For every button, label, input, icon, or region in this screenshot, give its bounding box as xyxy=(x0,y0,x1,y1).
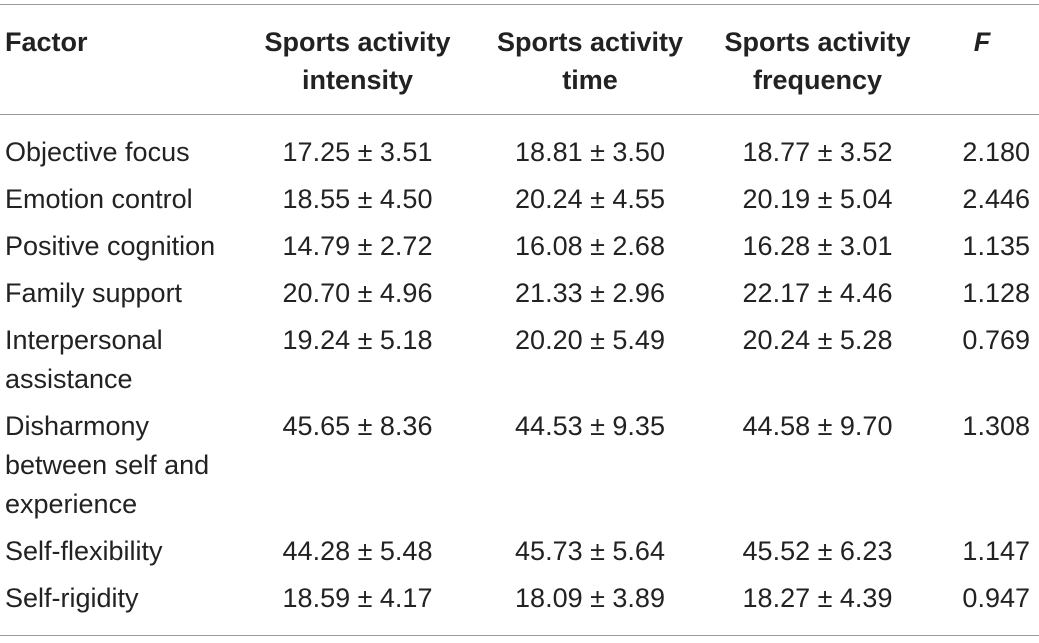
cell-frequency: 22.17 ± 4.46 xyxy=(742,278,893,308)
cell-intensity: 44.28 ± 5.48 xyxy=(282,536,433,566)
cell-time: 16.08 ± 2.68 xyxy=(515,231,665,261)
cell-factor: Disharmony between self and experience xyxy=(0,399,245,524)
cell-factor: Interpersonal assistance xyxy=(0,313,245,399)
cell-factor-line: Self-rigidity xyxy=(5,583,139,613)
cell-frequency: 45.52 ± 6.23 xyxy=(742,536,893,566)
table-row: Self-flexibility 44.28 ± 5.48 45.73 ± 5.64… xyxy=(0,524,1039,571)
header-frequency-line1: Sports activity xyxy=(724,27,911,57)
table-row: Family support 20.70 ± 4.96 21.33 ± 2.96 22… xyxy=(0,266,1039,313)
header-frequency-line2: frequency xyxy=(752,65,883,95)
cell-frequency: 20.19 ± 5.04 xyxy=(742,184,893,214)
cell-factor-line: Objective focus xyxy=(5,137,190,167)
data-table: Factor Sports activity intensity Sports … xyxy=(0,5,1039,618)
cell-intensity: 20.70 ± 4.96 xyxy=(282,278,433,308)
header-intensity-line2: intensity xyxy=(301,65,414,95)
cell-time: 20.24 ± 4.55 xyxy=(515,184,665,214)
cell-frequency: 16.28 ± 3.01 xyxy=(742,231,893,261)
cell-intensity: 17.25 ± 3.51 xyxy=(282,137,433,167)
cell-factor-line: Positive cognition xyxy=(5,231,216,261)
cell-factor-line: Family support xyxy=(5,278,183,308)
header-factor: Factor xyxy=(0,5,245,115)
cell-time: 45.73 ± 5.64 xyxy=(515,536,665,566)
header-f: F xyxy=(925,5,1039,115)
cell-factor: Family support xyxy=(0,266,245,313)
table-body: Objective focus 17.25 ± 3.51 18.81 ± 3.50 1… xyxy=(0,115,1039,618)
cell-time: 21.33 ± 2.96 xyxy=(515,278,665,308)
cell-intensity: 19.24 ± 5.18 xyxy=(282,325,433,355)
cell-time: 18.09 ± 3.89 xyxy=(515,583,665,613)
table-row: Emotion control 18.55 ± 4.50 20.24 ± 4.55 2… xyxy=(0,172,1039,219)
cell-f: 1.135 xyxy=(962,231,1030,261)
top-rule xyxy=(0,4,1039,5)
cell-f: 1.308 xyxy=(962,411,1030,441)
cell-factor: Objective focus xyxy=(0,115,245,172)
cell-factor-line: Disharmony xyxy=(5,411,150,441)
cell-factor: Positive cognition xyxy=(0,219,245,266)
header-rule xyxy=(0,114,1039,115)
cell-factor-line: experience xyxy=(5,489,138,519)
cell-f: 1.128 xyxy=(962,278,1030,308)
header-row: Factor Sports activity intensity Sports … xyxy=(0,5,1039,115)
cell-factor-line: Self-flexibility xyxy=(5,536,163,566)
cell-f: 2.446 xyxy=(962,184,1030,214)
cell-frequency: 18.27 ± 4.39 xyxy=(742,583,893,613)
header-intensity-line1: Sports activity xyxy=(264,27,451,57)
cell-frequency: 44.58 ± 9.70 xyxy=(742,411,893,441)
cell-intensity: 18.55 ± 4.50 xyxy=(282,184,433,214)
cell-frequency: 18.77 ± 3.52 xyxy=(742,137,893,167)
header-time-line1: Sports activity xyxy=(496,27,684,57)
header-frequency: Sports activity frequency xyxy=(710,5,925,115)
table-row: Interpersonal assistance 19.24 ± 5.18 20.20… xyxy=(0,313,1039,399)
cell-time: 18.81 ± 3.50 xyxy=(515,137,665,167)
table-row: Disharmony between self and experience 45.6… xyxy=(0,399,1039,524)
cell-factor-line: Interpersonal xyxy=(5,325,163,355)
table-row: Self-rigidity 18.59 ± 4.17 18.09 ± 3.89 18.… xyxy=(0,571,1039,618)
header-intensity: Sports activity intensity xyxy=(245,5,470,115)
cell-factor: Self-rigidity xyxy=(0,571,245,618)
header-f-text: F xyxy=(973,27,991,57)
table-row: Objective focus 17.25 ± 3.51 18.81 ± 3.50 1… xyxy=(0,115,1039,172)
cell-intensity: 14.79 ± 2.72 xyxy=(282,231,433,261)
cell-factor-line: between self and xyxy=(5,450,210,480)
header-factor-text: Factor xyxy=(5,27,88,57)
cell-f: 0.947 xyxy=(962,583,1030,613)
cell-time: 44.53 ± 9.35 xyxy=(515,411,665,441)
cell-frequency: 20.24 ± 5.28 xyxy=(742,325,893,355)
table-row: Positive cognition 14.79 ± 2.72 16.08 ± 2.… xyxy=(0,219,1039,266)
cell-intensity: 45.65 ± 8.36 xyxy=(282,411,433,441)
cell-f: 0.769 xyxy=(962,325,1030,355)
cell-intensity: 18.59 ± 4.17 xyxy=(282,583,433,613)
header-time-line2: time xyxy=(562,65,618,95)
cell-f: 1.147 xyxy=(962,536,1030,566)
cell-factor: Self-flexibility xyxy=(0,524,245,571)
cell-time: 20.20 ± 5.49 xyxy=(515,325,665,355)
header-time: Sports activity time xyxy=(470,5,710,115)
cell-factor: Emotion control xyxy=(0,172,245,219)
cell-factor-line: assistance xyxy=(5,364,133,394)
cell-f: 2.180 xyxy=(962,137,1030,167)
cell-factor-line: Emotion control xyxy=(5,184,193,214)
bottom-rule xyxy=(0,635,1039,636)
